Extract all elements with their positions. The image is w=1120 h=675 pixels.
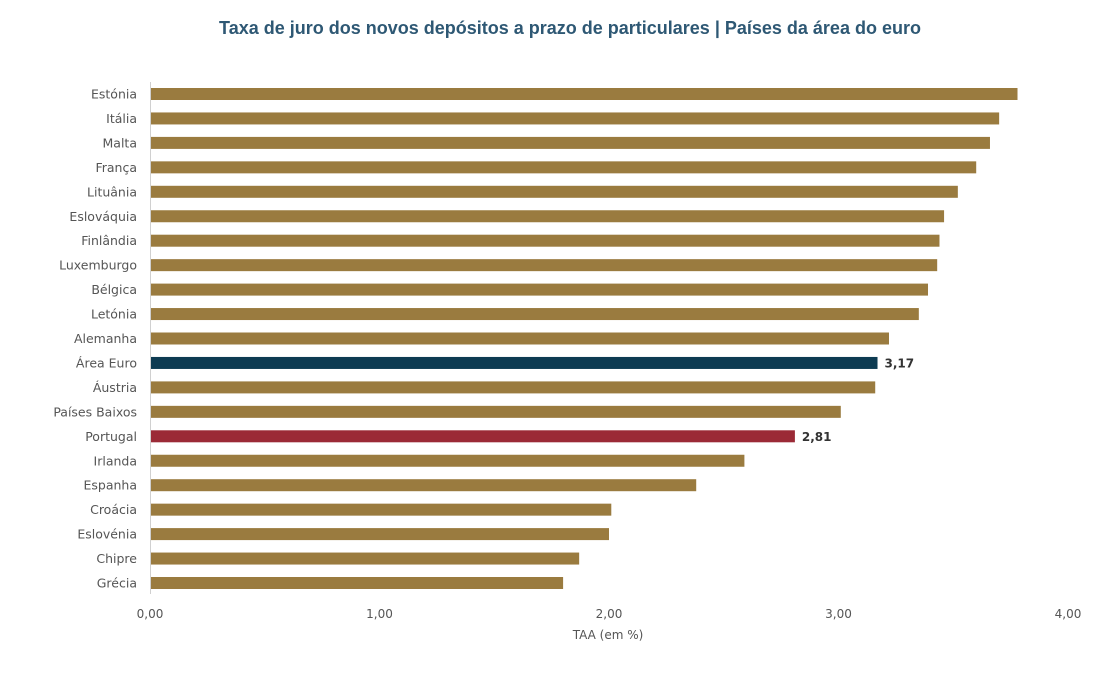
bar-belgica [151,283,929,296]
category-label-italia: Itália [106,111,137,126]
data-label-area-euro: 3,17 [885,356,915,370]
category-label-area-euro: Área Euro [76,355,137,370]
bar-croacia [151,503,612,516]
x-tick-label: 1,00 [366,607,393,621]
category-label-malta: Malta [103,135,137,150]
category-label-eslovenia: Eslovénia [77,527,137,542]
category-label-eslovaquia: Eslováquia [69,209,137,224]
bar-italia [151,112,1000,125]
data-labels: 3,17 2,81 [802,356,914,443]
category-label-estonia: Estónia [91,87,137,102]
bar-malta [151,136,990,149]
category-label-croacia: Croácia [90,502,137,517]
bar-finlandia [151,234,940,247]
bar-letonia [151,308,919,321]
x-tick-label: 4,00 [1055,607,1082,621]
bar-eslovenia [151,528,609,541]
bar-austria [151,381,876,394]
bars-group [151,88,1018,589]
x-tick-label: 3,00 [825,607,852,621]
bar-irlanda [151,454,745,467]
category-label-letonia: Letónia [91,307,137,322]
bar-chipre [151,552,580,565]
category-labels: Estónia Itália Malta França Lituânia Eslováqu… [53,87,137,591]
bar-luxemburgo [151,259,938,272]
x-tick-label: 2,00 [596,607,623,621]
category-label-franca: França [95,160,137,175]
bar-alemanha [151,332,889,345]
x-axis-ticks: 0,00 1,00 2,00 3,00 4,00 [137,607,1082,621]
bar-portugal [151,430,795,443]
category-label-grecia: Grécia [97,576,137,591]
x-tick-label: 0,00 [137,607,164,621]
bar-grecia [151,577,564,589]
category-label-luxemburgo: Luxemburgo [59,258,137,273]
category-label-espanha: Espanha [83,478,137,493]
bar-area-euro [151,356,878,369]
category-label-irlanda: Irlanda [94,453,137,468]
bar-espanha [151,479,697,492]
bar-eslovaquia [151,210,945,223]
category-label-lituania: Lituânia [87,184,137,199]
category-label-paises-baixos: Países Baixos [53,404,137,419]
category-label-austria: Áustria [93,380,137,395]
bar-franca [151,161,977,174]
category-label-portugal: Portugal [85,429,137,444]
bar-lituania [151,185,958,198]
data-label-portugal: 2,81 [802,430,832,444]
x-axis-title: TAA (em %) [572,628,644,642]
bar-paises-baixos [151,405,841,418]
category-label-finlandia: Finlândia [81,233,137,248]
category-label-chipre: Chipre [96,551,137,566]
bar-estonia [151,88,1018,100]
category-label-alemanha: Alemanha [74,331,137,346]
chart-title: Taxa de juro dos novos depósitos a prazo… [219,18,921,38]
category-label-belgica: Bélgica [91,282,137,297]
